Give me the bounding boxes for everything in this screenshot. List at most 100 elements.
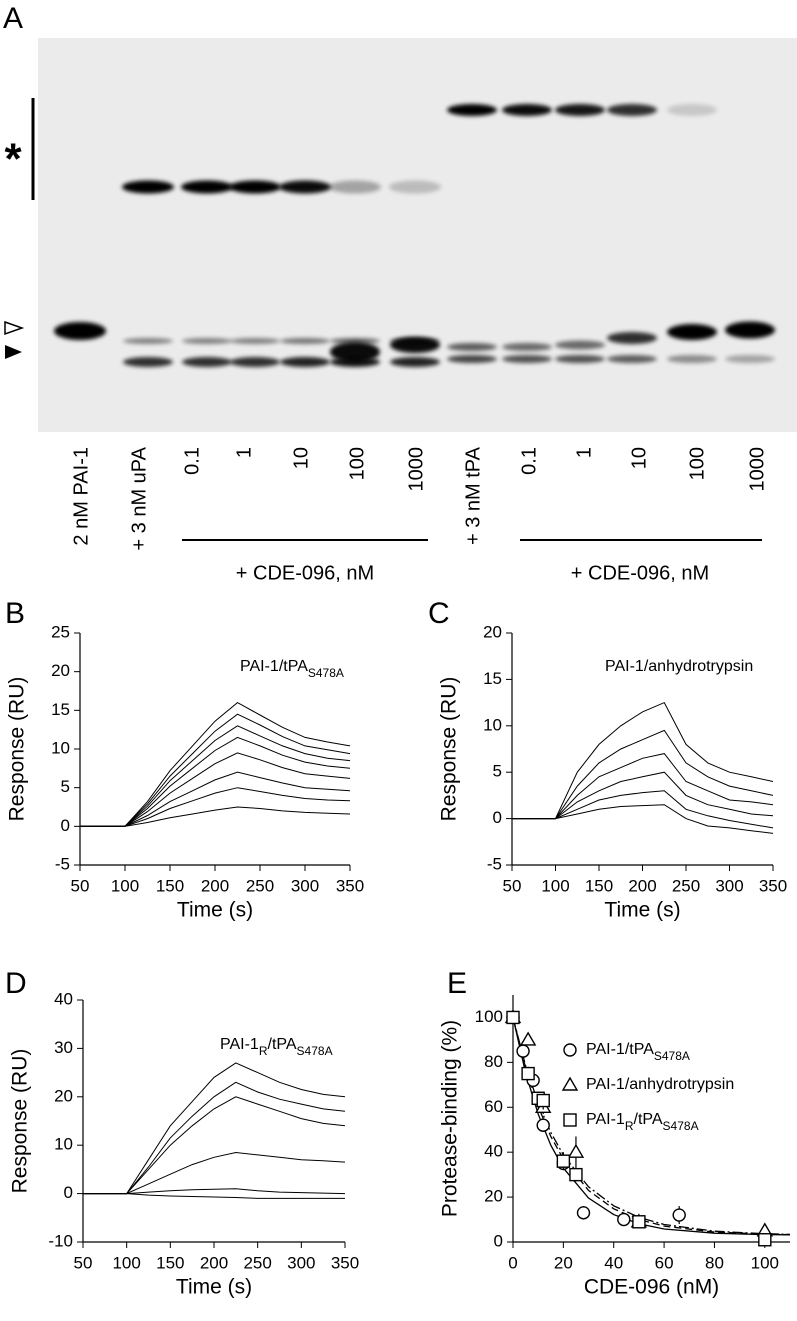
- group-label: + CDE-096, nM: [236, 562, 374, 584]
- y-axis-label: Response (RU): [9, 1049, 32, 1194]
- trace: [80, 713, 351, 827]
- x-tick-label: 20: [554, 1253, 573, 1272]
- legend-marker: [561, 1076, 579, 1091]
- legend-marker: [563, 1113, 577, 1127]
- lane-label: 1: [573, 447, 595, 458]
- complex-marker: *: [4, 135, 22, 184]
- gel-band: [279, 180, 331, 194]
- text-part: PAI-1: [220, 1036, 259, 1053]
- x-tick-label: 100: [751, 1253, 779, 1272]
- lane-label: + 3 nM uPA: [128, 446, 150, 550]
- y-tick-label: 20: [54, 1086, 73, 1105]
- fit-line: [512, 1017, 791, 1236]
- text-part: PAI-1: [586, 1111, 625, 1128]
- gel-band: [182, 338, 232, 344]
- gel-band: [280, 357, 330, 367]
- x-tick-label: 40: [604, 1253, 623, 1272]
- panel-letter: C: [428, 597, 450, 630]
- marker: [569, 1167, 583, 1182]
- gel-band: [280, 338, 330, 344]
- lane-label: 100: [346, 447, 368, 480]
- gel-band: [607, 355, 657, 363]
- x-tick-label: 60: [655, 1253, 674, 1272]
- y-tick-label: 5: [61, 777, 70, 796]
- y-axis-label: Protease-binding (%): [439, 1020, 462, 1217]
- gel-band: [329, 180, 381, 194]
- x-tick-label: 250: [672, 876, 700, 895]
- trace: [83, 1188, 346, 1195]
- y-tick-label: -5: [55, 854, 70, 873]
- y-tick-label: 0: [64, 1183, 73, 1202]
- lane-label: 100: [686, 447, 708, 480]
- lane-label: + 3 nM tPA: [462, 446, 484, 545]
- x-tick-label: 300: [291, 876, 319, 895]
- y-tick-label: 0: [61, 816, 70, 835]
- annotation: PAI-1/tPAS478A: [240, 658, 344, 680]
- y-tick-label: 10: [483, 715, 502, 734]
- gel-band: [181, 180, 233, 194]
- gel-band: [607, 104, 657, 116]
- y-tick-label: 30: [54, 1038, 73, 1057]
- x-tick-label: 50: [503, 876, 522, 895]
- gel-background: [38, 38, 797, 432]
- legend-label: PAI-1/anhydrotrypsin: [586, 1076, 734, 1093]
- x-tick-label: 80: [705, 1253, 724, 1272]
- lane-label: 1000: [746, 447, 768, 492]
- group-label: + CDE-096, nM: [571, 562, 709, 584]
- marker: [758, 1233, 772, 1247]
- x-tick-label: 350: [336, 876, 364, 895]
- open-triangle: [4, 320, 25, 336]
- gel-band: [555, 104, 605, 116]
- marker: [516, 1044, 530, 1058]
- x-tick-label: 50: [74, 1253, 93, 1272]
- y-tick-label: 10: [54, 1135, 73, 1154]
- trace: [80, 701, 351, 827]
- y-tick-label: 10: [51, 738, 70, 757]
- y-tick-label: 15: [51, 700, 70, 719]
- gel-band: [725, 321, 775, 339]
- trace: [83, 1081, 346, 1195]
- text-part: S478A: [308, 666, 344, 680]
- gel-band: [502, 343, 552, 351]
- gel-band: [667, 104, 717, 116]
- legend-label: PAI-1/tPAS478A: [586, 1041, 690, 1063]
- marker: [536, 1118, 550, 1132]
- x-axis-label: Time (s): [177, 899, 253, 922]
- gel-band: [725, 355, 775, 363]
- gel-band: [229, 180, 281, 194]
- x-tick-label: 150: [156, 876, 184, 895]
- y-tick-label: 100: [475, 1007, 503, 1026]
- x-axis-label: Time (s): [604, 899, 680, 922]
- y-tick-label: 80: [484, 1052, 503, 1071]
- gel-band: [502, 104, 552, 116]
- x-axis-label: Time (s): [176, 1276, 252, 1299]
- y-tick-label: 40: [484, 1142, 503, 1161]
- gel-band: [667, 355, 717, 363]
- gel-band: [390, 337, 440, 353]
- text-part: S478A: [297, 1044, 333, 1058]
- x-tick-label: 150: [585, 876, 613, 895]
- text-part: PAI-1/tPA: [240, 658, 308, 675]
- panel-letter: E: [447, 967, 467, 1000]
- gel-band: [330, 338, 380, 344]
- annotation: PAI-1/anhydrotrypsin: [605, 658, 753, 675]
- x-tick-label: 250: [246, 876, 274, 895]
- panel-letter: D: [5, 967, 27, 1000]
- y-tick-label: -5: [487, 854, 502, 873]
- trace: [80, 787, 351, 827]
- annotation: PAI-1R/tPAS478A: [220, 1036, 333, 1058]
- text-part: R: [259, 1044, 268, 1058]
- y-tick-label: -10: [48, 1231, 73, 1250]
- fit-line: [512, 1017, 791, 1236]
- lane-label: 0.1: [518, 447, 540, 475]
- x-tick-label: 100: [112, 1253, 140, 1272]
- trace: [83, 1062, 346, 1195]
- gel-bands: [54, 104, 775, 367]
- marker: [576, 1206, 591, 1220]
- y-tick-label: 20: [484, 1187, 503, 1206]
- lane-label: 1000: [405, 447, 427, 492]
- gel-band: [123, 338, 173, 344]
- x-tick-label: 200: [201, 876, 229, 895]
- x-tick-label: 200: [200, 1253, 228, 1272]
- gel-panel: A * + CDE-096, nM + CDE-096, nM: [3, 2, 797, 584]
